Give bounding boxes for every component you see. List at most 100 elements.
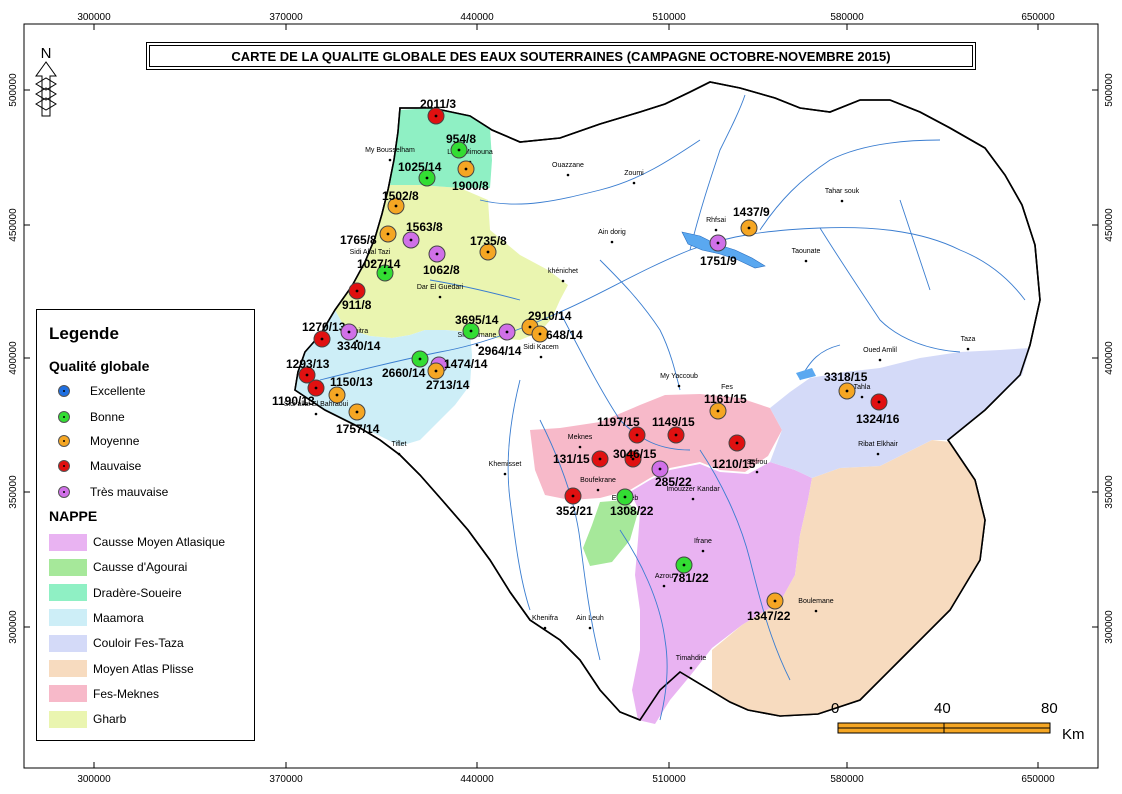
sampling-point[interactable]: 1210/15 (712, 434, 756, 471)
sampling-point-center (464, 167, 468, 171)
y-ticks-right: 500000 450000 400000 350000 300000 (1104, 73, 1115, 644)
sampling-point[interactable]: 1502/8 (382, 189, 419, 215)
sampling-point[interactable]: 3318/15 (824, 370, 868, 400)
sampling-point[interactable]: 1563/8 (402, 220, 443, 249)
nappe-couloir-fes-taza (770, 348, 1030, 478)
sampling-point-center (623, 495, 627, 499)
city-label: Ain Leuh (576, 615, 604, 622)
sampling-point-label: 1149/15 (652, 415, 695, 429)
sampling-point[interactable]: 3046/15 (613, 447, 657, 468)
sampling-point-center (314, 386, 318, 390)
x-tick-bottom: 300000 (77, 774, 111, 785)
sampling-point-center (457, 148, 461, 152)
sampling-point-center (425, 176, 429, 180)
sampling-point[interactable]: 2964/14 (478, 323, 522, 358)
sampling-point-center (747, 226, 751, 230)
sampling-point[interactable]: 1149/15 (652, 415, 695, 444)
sampling-point-center (355, 410, 359, 414)
map-title: CARTE DE LA QUALITE GLOBALE DES EAUX SOU… (149, 45, 973, 67)
city-marker (566, 173, 570, 177)
city-label: Zoumi (624, 170, 644, 177)
city-label: Timahdite (676, 655, 707, 662)
city-label: Taza (961, 336, 976, 343)
sampling-point-label: 1347/22 (747, 609, 791, 623)
city-marker (814, 609, 818, 613)
city-label: Fes (721, 384, 733, 391)
sampling-point[interactable]: 1347/22 (747, 592, 791, 623)
sampling-point[interactable]: 1751/9 (700, 234, 737, 268)
city-label: Tiflet (392, 441, 407, 448)
city-marker (662, 584, 666, 588)
x-tick-bottom: 580000 (830, 774, 864, 785)
sampling-point[interactable]: 1062/8 (423, 245, 460, 277)
sampling-point[interactable]: 2713/14 (426, 362, 470, 392)
quality-dot-icon (58, 486, 70, 498)
x-tick-bottom: 370000 (269, 774, 303, 785)
frame-ticks (24, 24, 1098, 768)
legend-nappe-item: Maamora (49, 609, 144, 627)
sampling-point[interactable]: 1150/13 (328, 375, 373, 404)
city-label: Khenifra (532, 615, 558, 622)
city-marker (876, 452, 880, 456)
city-label: Azrou (655, 573, 673, 580)
sampling-point[interactable]: 1197/15 (597, 415, 646, 444)
sampling-point[interactable]: 648/14 (531, 325, 583, 343)
sampling-point[interactable]: 1190/13 (272, 379, 325, 408)
sampling-point[interactable]: 1437/9 (733, 205, 770, 237)
sampling-point-label: 1474/14 (444, 357, 488, 371)
sampling-point[interactable]: 1025/14 (398, 160, 442, 187)
sampling-point[interactable]: 131/15 (553, 450, 609, 468)
sampling-point-label: 2964/14 (478, 344, 522, 358)
city-label: Sidi Kacem (523, 344, 559, 351)
nappe-swatch (49, 710, 87, 728)
sampling-point-center (682, 563, 686, 567)
sampling-point[interactable]: 3340/14 (337, 323, 381, 353)
city-marker (475, 343, 479, 347)
sampling-point[interactable]: 1293/13 (286, 357, 330, 384)
legend-nappe-item: Causse d'Agourai (49, 558, 187, 576)
sampling-point-center (383, 271, 387, 275)
sampling-point[interactable]: 2011/3 (420, 97, 456, 125)
sampling-point[interactable]: 285/22 (651, 460, 692, 489)
sampling-point[interactable]: 1027/14 (357, 257, 401, 282)
sampling-point-center (469, 329, 473, 333)
city-marker (632, 181, 636, 185)
legend-title: Legende (49, 324, 119, 343)
y-tick-right: 350000 (1104, 475, 1115, 509)
sampling-point[interactable]: 911/8 (342, 282, 372, 312)
sampling-point[interactable]: 2660/14 (382, 350, 429, 380)
sampling-point-center (674, 433, 678, 437)
city-marker (388, 158, 392, 162)
sampling-point-center (631, 457, 635, 461)
sampling-point-center (716, 241, 720, 245)
nappe-swatch (49, 533, 87, 551)
sampling-point[interactable]: 1735/8 (470, 234, 507, 261)
sampling-point[interactable]: 1324/16 (856, 393, 900, 426)
sampling-point[interactable]: 954/8 (446, 132, 476, 159)
legend-nappe-label: Couloir Fes-Taza (93, 636, 184, 651)
city-label: Sidi Allal Tazi (350, 249, 391, 256)
sampling-point[interactable]: 1900/8 (452, 160, 489, 193)
sampling-point[interactable]: 1757/14 (336, 403, 380, 436)
city-marker (314, 412, 318, 416)
y-tick-left: 500000 (8, 73, 19, 107)
sampling-point[interactable]: 1161/15 (704, 392, 747, 420)
sampling-point-label: 1062/8 (423, 263, 460, 277)
x-tick-top: 370000 (269, 12, 303, 23)
nappe-swatch (49, 660, 87, 677)
north-arrow-icon: N (35, 45, 57, 117)
sampling-point-label: 285/22 (655, 475, 692, 489)
sampling-point[interactable]: 1765/8 (340, 225, 397, 247)
legend-quality-label: Bonne (90, 410, 125, 424)
y-tick-left: 400000 (8, 341, 19, 375)
sampling-point[interactable]: 781/22 (672, 556, 709, 585)
sampling-point[interactable]: 3695/14 (455, 313, 499, 340)
sampling-point[interactable]: 352/21 (556, 487, 593, 518)
sampling-point[interactable]: 1308/22 (610, 488, 654, 518)
reservoir-small (796, 368, 816, 380)
sampling-point-label: 1502/8 (382, 189, 419, 203)
sampling-point[interactable]: 1270/13 (302, 320, 346, 348)
city-label: Ribat Elkhair (858, 441, 898, 448)
y-tick-right: 450000 (1104, 208, 1115, 242)
y-tick-left: 350000 (8, 475, 19, 509)
